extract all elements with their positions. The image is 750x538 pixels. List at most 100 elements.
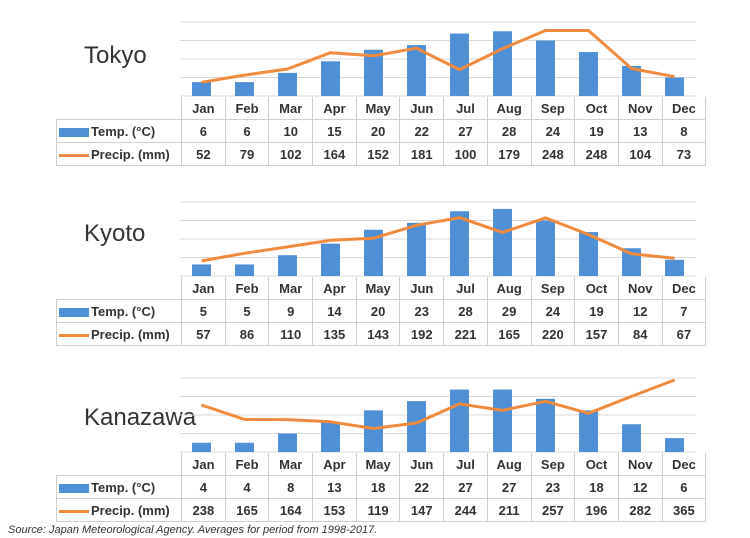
precip-value: 147 bbox=[399, 498, 445, 522]
temp-value: 15 bbox=[312, 119, 357, 143]
precip-value: 179 bbox=[486, 142, 532, 166]
month-label: Jul bbox=[443, 277, 488, 300]
month-label: Feb bbox=[224, 97, 270, 120]
temp-bar bbox=[536, 220, 555, 276]
temp-value: 6 bbox=[181, 119, 226, 143]
precip-value: 135 bbox=[312, 322, 357, 346]
city-title: Kyoto bbox=[84, 220, 146, 247]
precip-value: 86 bbox=[224, 322, 270, 346]
month-label: May bbox=[355, 277, 401, 300]
precip-value: 220 bbox=[530, 322, 576, 346]
temp-bar bbox=[579, 52, 598, 96]
precip-value: 102 bbox=[268, 142, 314, 166]
month-label: Nov bbox=[617, 453, 663, 476]
temp-bar bbox=[493, 389, 512, 452]
month-label: Dec bbox=[661, 453, 707, 476]
temp-bar bbox=[321, 61, 340, 96]
temp-row-label: Temp. (°C) bbox=[56, 119, 182, 143]
temp-bar bbox=[364, 229, 383, 276]
month-label: Jun bbox=[399, 97, 445, 120]
series-name: Temp. (°C) bbox=[91, 123, 156, 139]
precip-value: 153 bbox=[312, 498, 357, 522]
temp-value: 8 bbox=[661, 119, 707, 143]
temp-legend-key bbox=[59, 127, 89, 137]
month-label: Sep bbox=[530, 277, 576, 300]
month-label: Feb bbox=[224, 277, 270, 300]
temp-value: 23 bbox=[399, 299, 445, 323]
month-label: Aug bbox=[486, 453, 532, 476]
city-chart-panel: Kyoto Jan Feb Mar Apr May Jun Jul Aug Sep Oct Nov De… bbox=[0, 192, 750, 362]
temp-value: 28 bbox=[486, 119, 532, 143]
precip-value: 365 bbox=[661, 498, 707, 522]
temp-bar bbox=[235, 82, 254, 96]
temp-value: 12 bbox=[617, 299, 663, 323]
series-name: Precip. (mm) bbox=[91, 502, 170, 518]
month-label: Mar bbox=[268, 97, 314, 120]
temp-row-label: Temp. (°C) bbox=[56, 475, 182, 499]
temp-value: 6 bbox=[224, 119, 270, 143]
table-corner bbox=[57, 453, 182, 476]
month-label: Aug bbox=[486, 277, 532, 300]
temp-value: 18 bbox=[355, 475, 401, 499]
precip-value: 84 bbox=[617, 322, 663, 346]
month-label: Nov bbox=[617, 97, 663, 120]
temp-bar bbox=[579, 410, 598, 452]
precip-value: 181 bbox=[399, 142, 445, 166]
temp-legend-key bbox=[59, 483, 89, 493]
precip-value: 165 bbox=[486, 322, 532, 346]
temp-value: 8 bbox=[268, 475, 314, 499]
precip-legend-key bbox=[59, 333, 89, 337]
precip-line bbox=[201, 216, 675, 263]
month-label: Mar bbox=[268, 453, 314, 476]
month-label: Oct bbox=[574, 277, 619, 300]
month-label: Oct bbox=[574, 97, 619, 120]
data-table: Jan Feb Mar Apr May Jun Jul Aug Sep Oct Nov Dec Temp… bbox=[56, 97, 707, 166]
temp-value: 22 bbox=[399, 475, 445, 499]
series-name: Precip. (mm) bbox=[91, 326, 170, 342]
precip-legend-key bbox=[59, 153, 89, 157]
temp-bar bbox=[450, 211, 469, 276]
precip-value: 164 bbox=[268, 498, 314, 522]
month-label: Jul bbox=[443, 453, 488, 476]
temp-bar bbox=[321, 243, 340, 276]
temp-bar bbox=[321, 421, 340, 452]
temp-value: 4 bbox=[181, 475, 226, 499]
temp-row-label: Temp. (°C) bbox=[56, 299, 182, 323]
temp-bar bbox=[364, 49, 383, 96]
city-chart-panel: Tokyo Jan Feb Mar Apr May Jun Jul Aug Sep Oct Nov De… bbox=[0, 12, 750, 182]
city-chart-panel: Kanazawa Jan Feb Mar Apr May Jun Jul Aug Sep Oct No… bbox=[0, 368, 750, 538]
precip-value: 100 bbox=[443, 142, 488, 166]
temp-value: 6 bbox=[661, 475, 707, 499]
month-label: May bbox=[355, 97, 401, 120]
temp-bar bbox=[407, 401, 426, 452]
series-name: Precip. (mm) bbox=[91, 146, 170, 162]
table-corner bbox=[57, 97, 182, 120]
precip-value: 79 bbox=[224, 142, 270, 166]
data-table: Jan Feb Mar Apr May Jun Jul Aug Sep Oct Nov Dec Temp… bbox=[56, 453, 707, 522]
precip-row-label: Precip. (mm) bbox=[56, 142, 182, 166]
temp-bar bbox=[278, 433, 297, 452]
temp-value: 4 bbox=[224, 475, 270, 499]
precip-value: 238 bbox=[181, 498, 226, 522]
temp-value: 29 bbox=[486, 299, 532, 323]
month-label: Mar bbox=[268, 277, 314, 300]
series-name: Temp. (°C) bbox=[91, 303, 156, 319]
precip-value: 282 bbox=[617, 498, 663, 522]
temp-bar bbox=[536, 40, 555, 96]
precip-value: 248 bbox=[574, 142, 619, 166]
precip-value: 143 bbox=[355, 322, 401, 346]
precip-line bbox=[201, 29, 675, 84]
temp-value: 20 bbox=[355, 119, 401, 143]
month-label: Jan bbox=[181, 97, 226, 120]
temp-bar bbox=[364, 410, 383, 452]
precip-value: 152 bbox=[355, 142, 401, 166]
month-label: Jan bbox=[181, 277, 226, 300]
month-label: Jun bbox=[399, 277, 445, 300]
temp-value: 14 bbox=[312, 299, 357, 323]
precip-value: 192 bbox=[399, 322, 445, 346]
temp-value: 27 bbox=[486, 475, 532, 499]
city-title: Kanazawa bbox=[84, 404, 197, 431]
temp-value: 27 bbox=[443, 475, 488, 499]
source-note: Source: Japan Meteorological Agency. Ave… bbox=[8, 524, 378, 536]
series-name: Temp. (°C) bbox=[91, 479, 156, 495]
